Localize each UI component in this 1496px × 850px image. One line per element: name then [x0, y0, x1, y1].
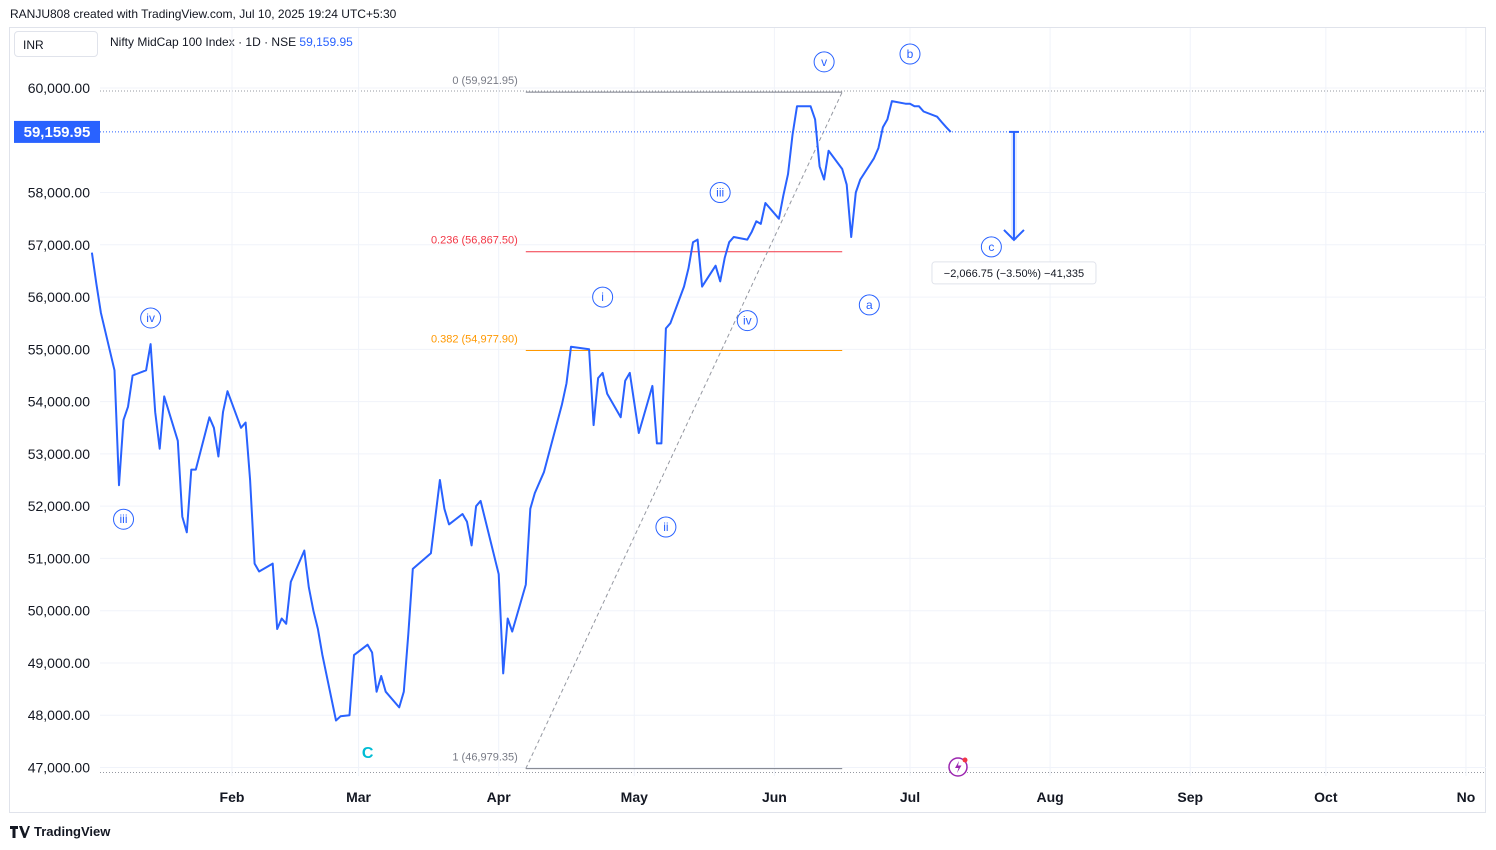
x-tick-label: Sep [1177, 789, 1203, 805]
y-tick-label: 49,000.00 [28, 655, 90, 671]
y-tick-label: 51,000.00 [28, 550, 90, 566]
last-price-badge [14, 120, 100, 143]
price-line [90, 100, 952, 722]
x-tick-label: Mar [346, 789, 371, 805]
wave-label-circle[interactable] [592, 286, 614, 308]
wave-label[interactable]: ii [663, 520, 668, 534]
y-tick-label: 52,000.00 [28, 498, 90, 514]
wave-label[interactable]: i [601, 290, 604, 304]
wave-label[interactable]: iii [120, 512, 128, 526]
last-price-line: 59,159.95 [14, 120, 1486, 143]
x-axis: Feb Mar Apr May Jun Jul Aug Sep Oct No [220, 789, 1476, 805]
x-tick-label: Oct [1314, 789, 1338, 805]
y-tick-label: 54,000.00 [28, 394, 90, 410]
wave-label-circle[interactable] [899, 43, 921, 65]
measure-arrow-head [1003, 229, 1025, 242]
y-axis: 47,000.00 48,000.00 49,000.00 50,000.00 51,0… [28, 80, 90, 776]
wave-label[interactable]: iii [716, 186, 724, 200]
lightning-icon [955, 761, 962, 773]
fib-level-label: 1 (46,979.35) [452, 752, 517, 764]
symbol-title: Nifty MidCap 100 Index · 1D · NSE [110, 35, 297, 49]
y-tick-label: 55,000.00 [28, 341, 90, 357]
price-series [90, 100, 952, 722]
measure-label-box [931, 261, 1097, 285]
x-tick-label: Aug [1037, 789, 1064, 805]
measure-tool[interactable]: −2,066.75 (−3.50%) −41,335 [931, 130, 1097, 285]
wave-label[interactable]: a [866, 298, 873, 312]
x-tick-label: Apr [487, 789, 512, 805]
y-tick-label: 56,000.00 [28, 289, 90, 305]
y-tick-label: 47,000.00 [28, 760, 90, 776]
x-tick-label: Jun [762, 789, 787, 805]
y-tick-label: 53,000.00 [28, 446, 90, 462]
fib-level-label: 0.236 (56,867.50) [431, 235, 518, 247]
measure-label: −2,066.75 (−3.50%) −41,335 [944, 268, 1084, 280]
tradingview-logo-icon [10, 825, 30, 838]
wave-label[interactable]: C [362, 745, 374, 762]
wave-label-circle[interactable] [980, 236, 1002, 258]
x-tick-label: May [621, 789, 648, 805]
currency-selector[interactable]: INR [14, 31, 98, 57]
x-tick-label: Jul [900, 789, 920, 805]
wave-label[interactable]: iv [146, 311, 155, 325]
wave-label-circle[interactable] [858, 294, 880, 316]
wave-label[interactable]: c [988, 240, 994, 254]
fib-trend-line[interactable] [525, 91, 843, 769]
grid-lines [100, 28, 1486, 776]
wave-label[interactable]: b [907, 47, 914, 61]
x-tick-label: Feb [220, 789, 245, 805]
y-tick-label: 48,000.00 [28, 707, 90, 723]
tradingview-footer[interactable]: TradingView [10, 824, 110, 839]
wave-label[interactable]: v [821, 55, 827, 69]
fib-retracement[interactable]: 0 (59,921.95) 0.236 (56,867.50) 0.382 (54,… [431, 75, 843, 770]
event-dot [962, 757, 968, 763]
last-price-value: 59,159.95 [24, 124, 91, 141]
symbol-legend-price: 59,159.95 [299, 35, 353, 49]
fib-level-label: 0.382 (54,977.90) [431, 334, 518, 346]
chart-header-text: RANJU808 created with TradingView.com, J… [10, 7, 397, 21]
wave-label-circle[interactable] [813, 51, 835, 73]
wave-label-circle[interactable] [655, 516, 677, 538]
wave-label-circle[interactable] [709, 182, 731, 204]
wave-label-circle[interactable] [736, 310, 758, 332]
y-tick-label: 57,000.00 [28, 237, 90, 253]
x-tick-label: No [1457, 789, 1476, 805]
wave-label-circle[interactable] [113, 508, 135, 530]
fib-level-label: 0 (59,921.95) [452, 75, 517, 87]
tradingview-brand: TradingView [34, 824, 111, 839]
chart-frame [9, 27, 1486, 813]
y-tick-label: 60,000.00 [28, 80, 90, 96]
trend-line[interactable] [525, 91, 843, 769]
wave-label-circle[interactable] [140, 307, 162, 329]
wave-label[interactable]: iv [743, 314, 752, 328]
event-markers[interactable] [948, 757, 968, 777]
y-tick-label: 58,000.00 [28, 185, 90, 201]
y-tick-label: 50,000.00 [28, 603, 90, 619]
symbol-legend[interactable]: Nifty MidCap 100 Index · 1D · NSE 59,159… [110, 35, 353, 49]
